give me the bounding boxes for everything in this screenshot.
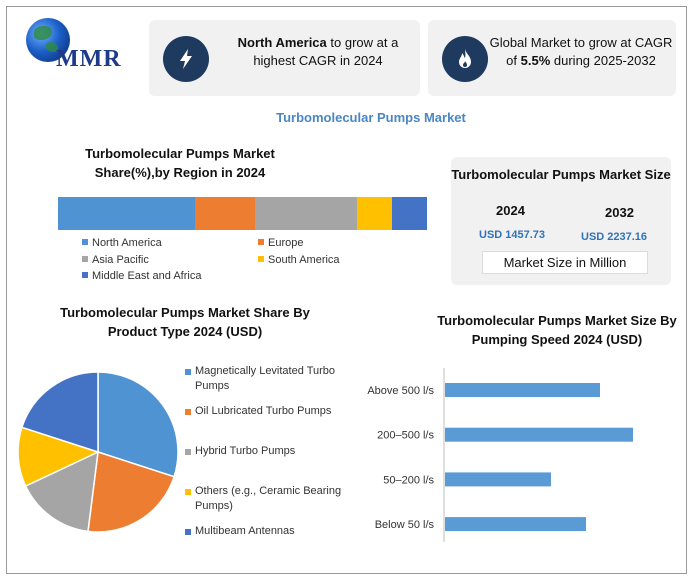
highlight-text-region: North America to grow at a highest CAGR … xyxy=(237,35,399,68)
bar-category-label: 50–200 l/s xyxy=(383,474,434,486)
legend-swatch xyxy=(82,256,88,262)
speed-bar-chart: Above 500 l/s 200–500 l/s 50–200 l/s Below … xyxy=(367,368,633,542)
legend-label: Middle East and Africa xyxy=(92,270,202,282)
product-legend-item: Oil Lubricated Turbo Pumps xyxy=(185,404,345,419)
legend-swatch xyxy=(185,489,191,495)
globe-land-2 xyxy=(46,42,58,52)
bar-200-500-l-s xyxy=(445,427,633,442)
region-segment-north-america xyxy=(58,197,195,230)
bar-category-label: 200–500 l/s xyxy=(377,430,434,442)
region-segment-middle-east-and-africa xyxy=(391,197,427,230)
highlight-card-cagr: Global Market to grow at CAGR of 5.5% du… xyxy=(428,20,676,96)
bar-category-label: Above 500 l/s xyxy=(367,385,434,397)
speed-chart-title: Turbomolecular Pumps Market Size By Pump… xyxy=(437,313,677,347)
bar-category-label: Below 50 l/s xyxy=(375,519,435,531)
region-legend-item: South America xyxy=(258,254,340,266)
region-segment-europe xyxy=(194,197,256,230)
region-segment-asia-pacific xyxy=(255,197,357,230)
legend-swatch xyxy=(258,239,264,245)
market-size-card: Turbomolecular Pumps Market Size 2024 20… xyxy=(451,157,671,285)
market-size-unit: Market Size in Million xyxy=(482,251,648,274)
bar-50-200-l-s xyxy=(445,472,551,487)
legend-label: South America xyxy=(268,254,340,266)
product-legend-item: Multibeam Antennas xyxy=(185,524,345,539)
value-2032: USD 2237.16 xyxy=(581,231,648,243)
year-2024: 2024 xyxy=(496,203,525,218)
legend-swatch xyxy=(258,256,264,262)
globe-land xyxy=(34,26,52,40)
infographic-frame xyxy=(6,6,687,574)
product-legend-item: Others (e.g., Ceramic Bearing Pumps) xyxy=(185,484,345,514)
region-legend-item: Asia Pacific xyxy=(82,254,149,266)
product-pie-chart xyxy=(17,371,179,533)
pie-slice-oil-lubricated-turbo-pumps xyxy=(87,451,176,533)
legend-label: Asia Pacific xyxy=(92,254,149,266)
legend-swatch xyxy=(185,409,191,415)
highlight-card-region: North America to grow at a highest CAGR … xyxy=(149,20,420,96)
legend-swatch xyxy=(185,369,191,375)
product-legend-item: Magnetically Levitated Turbo Pumps xyxy=(185,364,345,394)
market-size-title: Turbomolecular Pumps Market Size xyxy=(451,167,671,182)
region-legend-item: Middle East and Africa xyxy=(82,270,201,282)
region-legend-item: Europe xyxy=(258,237,303,249)
legend-swatch xyxy=(185,529,191,535)
mmr-logo: MMR xyxy=(16,16,126,78)
legend-label: Europe xyxy=(268,237,304,249)
logo-text: MMR xyxy=(56,46,122,72)
pie-slice-magnetically-levitated-turbo-pumps xyxy=(97,371,179,478)
legend-label: North America xyxy=(92,237,162,249)
product-chart-title: Turbomolecular Pumps Market Share By Pro… xyxy=(60,305,310,339)
globe-icon xyxy=(26,18,70,62)
year-2032: 2032 xyxy=(605,205,634,220)
pie-slice-others-e-g-ceramic-bearing-pumps xyxy=(17,426,101,488)
legend-label: Oil Lubricated Turbo Pumps xyxy=(195,405,332,417)
legend-label: Magnetically Levitated Turbo Pumps xyxy=(195,365,336,392)
legend-swatch xyxy=(82,272,88,278)
legend-label: Others (e.g., Ceramic Bearing Pumps) xyxy=(195,485,342,512)
pie-slice-hybrid-turbo-pumps xyxy=(24,450,99,533)
region-legend-item: North America xyxy=(82,237,162,249)
flame-icon xyxy=(442,36,488,82)
bar-below-50-l-s xyxy=(445,517,586,532)
value-2024: USD 1457.73 xyxy=(479,229,546,241)
bar-above-500-l-s xyxy=(445,383,600,397)
region-chart-title: Turbomolecular Pumps Market Share(%),by … xyxy=(85,146,275,180)
pie-slice-multibeam-antennas xyxy=(20,371,99,454)
main-title: Turbomolecular Pumps Market xyxy=(276,110,466,125)
region-stacked-bar xyxy=(58,197,427,230)
legend-label: Hybrid Turbo Pumps xyxy=(195,445,296,457)
legend-label: Multibeam Antennas xyxy=(195,525,295,537)
lightning-icon xyxy=(163,36,209,82)
legend-swatch xyxy=(82,239,88,245)
legend-swatch xyxy=(185,449,191,455)
product-legend-item: Hybrid Turbo Pumps xyxy=(185,444,345,459)
highlight-text-cagr: Global Market to grow at CAGR of 5.5% du… xyxy=(489,35,673,68)
region-segment-south-america xyxy=(356,197,392,230)
